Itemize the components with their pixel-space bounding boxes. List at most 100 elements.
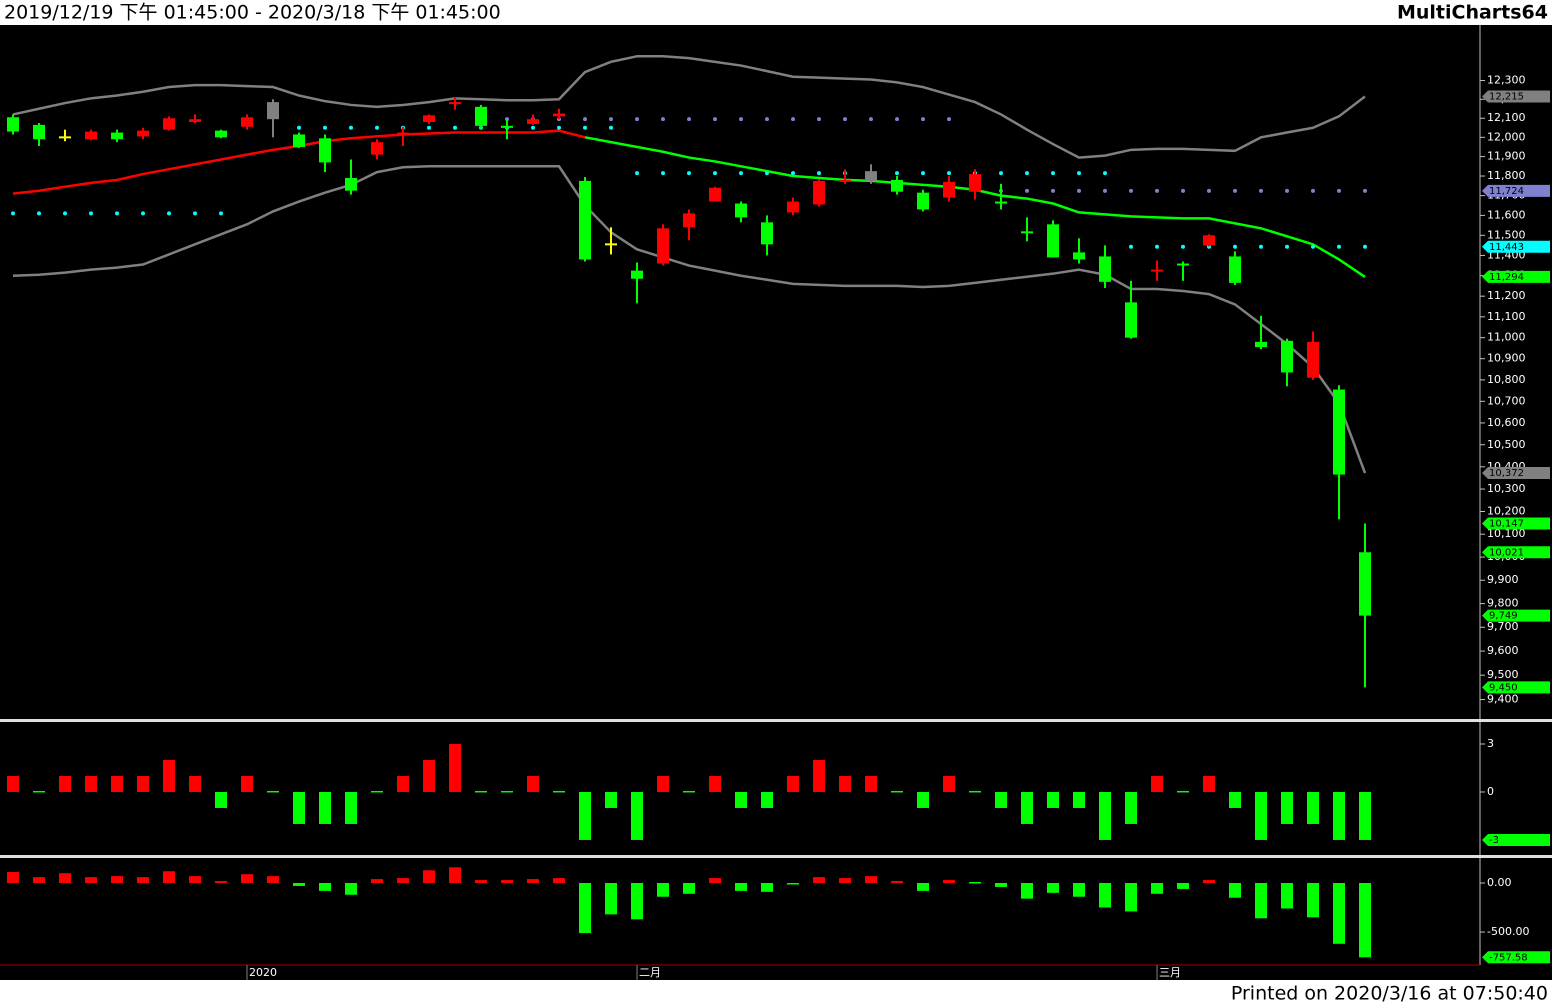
stop-dot xyxy=(1285,188,1289,193)
stop-dot xyxy=(921,117,925,122)
stop-dot xyxy=(323,125,327,130)
y-tick-label: 10,800 xyxy=(1487,373,1526,386)
stop-dot xyxy=(375,125,379,130)
bar xyxy=(1021,883,1033,899)
stop-dot xyxy=(1077,188,1081,193)
y-tick-label: 11,100 xyxy=(1487,310,1526,323)
stop-dot xyxy=(1311,188,1315,193)
candle-body xyxy=(501,125,513,128)
bar xyxy=(683,883,695,894)
footer-bar xyxy=(0,980,1552,1005)
bar xyxy=(1047,883,1059,893)
candle-body xyxy=(319,138,331,163)
y-tick-label: 10,900 xyxy=(1487,352,1526,365)
stop-dot xyxy=(739,117,743,122)
stop-dot xyxy=(557,125,561,130)
bar xyxy=(1333,883,1345,944)
stop-dot xyxy=(687,117,691,122)
last-value-label: 11,443 xyxy=(1489,242,1524,253)
candle-body xyxy=(579,180,591,260)
app-name: MultiCharts64 xyxy=(1397,2,1548,24)
y-tick-label: 0.00 xyxy=(1487,876,1512,889)
stop-dot xyxy=(895,117,899,122)
stop-dot xyxy=(583,117,587,122)
bar xyxy=(345,791,357,824)
stop-dot xyxy=(1025,188,1029,193)
bar xyxy=(371,879,383,884)
bar xyxy=(1203,775,1215,792)
candle-body xyxy=(1177,263,1189,266)
stop-dot xyxy=(1181,244,1185,249)
stop-dot xyxy=(1363,188,1367,193)
stop-dot xyxy=(1129,188,1133,193)
bar xyxy=(1073,883,1085,897)
stop-dot xyxy=(1337,244,1341,249)
stop-dot xyxy=(1129,244,1133,249)
stop-dot xyxy=(1103,171,1107,176)
stop-dot xyxy=(1181,188,1185,193)
candle-body xyxy=(163,118,175,130)
bar xyxy=(1359,883,1371,958)
bar xyxy=(709,878,721,884)
candle-body xyxy=(267,102,279,120)
stop-dot xyxy=(661,171,665,176)
bar xyxy=(475,790,487,793)
stop-dot xyxy=(609,117,613,122)
bar xyxy=(1099,883,1111,908)
bar xyxy=(865,775,877,792)
candle-body xyxy=(241,117,253,127)
band-line xyxy=(584,136,1366,278)
stop-dot xyxy=(1259,188,1263,193)
printed-on: Printed on 2020/3/16 at 07:50:40 xyxy=(1231,983,1548,1005)
bar xyxy=(241,775,253,792)
candle-body xyxy=(527,119,539,124)
bar xyxy=(917,883,929,891)
bar xyxy=(527,775,539,792)
candle-body xyxy=(1255,341,1267,348)
bar xyxy=(163,871,175,884)
candle-body xyxy=(943,181,955,198)
y-tick-label: 10,100 xyxy=(1487,527,1526,540)
bar xyxy=(1151,883,1163,894)
last-value-label: 10,021 xyxy=(1489,547,1524,558)
candle-body xyxy=(891,179,903,192)
band-line xyxy=(12,165,1367,474)
stop-dot xyxy=(921,171,925,176)
bar xyxy=(111,775,123,792)
stop-dot xyxy=(713,171,717,176)
candle-body xyxy=(1307,341,1319,378)
stop-dot xyxy=(817,117,821,122)
stop-dot xyxy=(1337,188,1341,193)
y-tick-label: -500.00 xyxy=(1487,925,1529,938)
bar xyxy=(137,775,149,792)
bar xyxy=(85,877,97,884)
candle-body xyxy=(553,113,565,117)
bar xyxy=(293,791,305,824)
candle-body xyxy=(475,106,487,126)
stop-dot xyxy=(427,125,431,130)
candle-body xyxy=(1281,340,1293,373)
stop-dot xyxy=(37,211,41,216)
candle-body xyxy=(423,115,435,123)
bar xyxy=(1333,791,1345,840)
y-tick-label: 10,300 xyxy=(1487,482,1526,495)
bar xyxy=(33,877,45,884)
bar xyxy=(267,876,279,884)
bar xyxy=(189,876,201,884)
stop-dot xyxy=(765,171,769,176)
last-value-box xyxy=(1482,681,1550,694)
candle-body xyxy=(111,132,123,140)
y-tick-label: 11,500 xyxy=(1487,228,1526,241)
candle-body xyxy=(657,228,669,264)
last-value-box xyxy=(1482,184,1550,197)
candle-body xyxy=(189,119,201,123)
candle-body xyxy=(1229,256,1241,283)
last-value-label: 10,147 xyxy=(1489,519,1524,530)
stop-dot xyxy=(1025,171,1029,176)
separator xyxy=(0,719,1552,722)
bar xyxy=(371,790,383,793)
bar xyxy=(969,790,981,793)
bar xyxy=(449,743,461,792)
stop-dot xyxy=(1077,171,1081,176)
